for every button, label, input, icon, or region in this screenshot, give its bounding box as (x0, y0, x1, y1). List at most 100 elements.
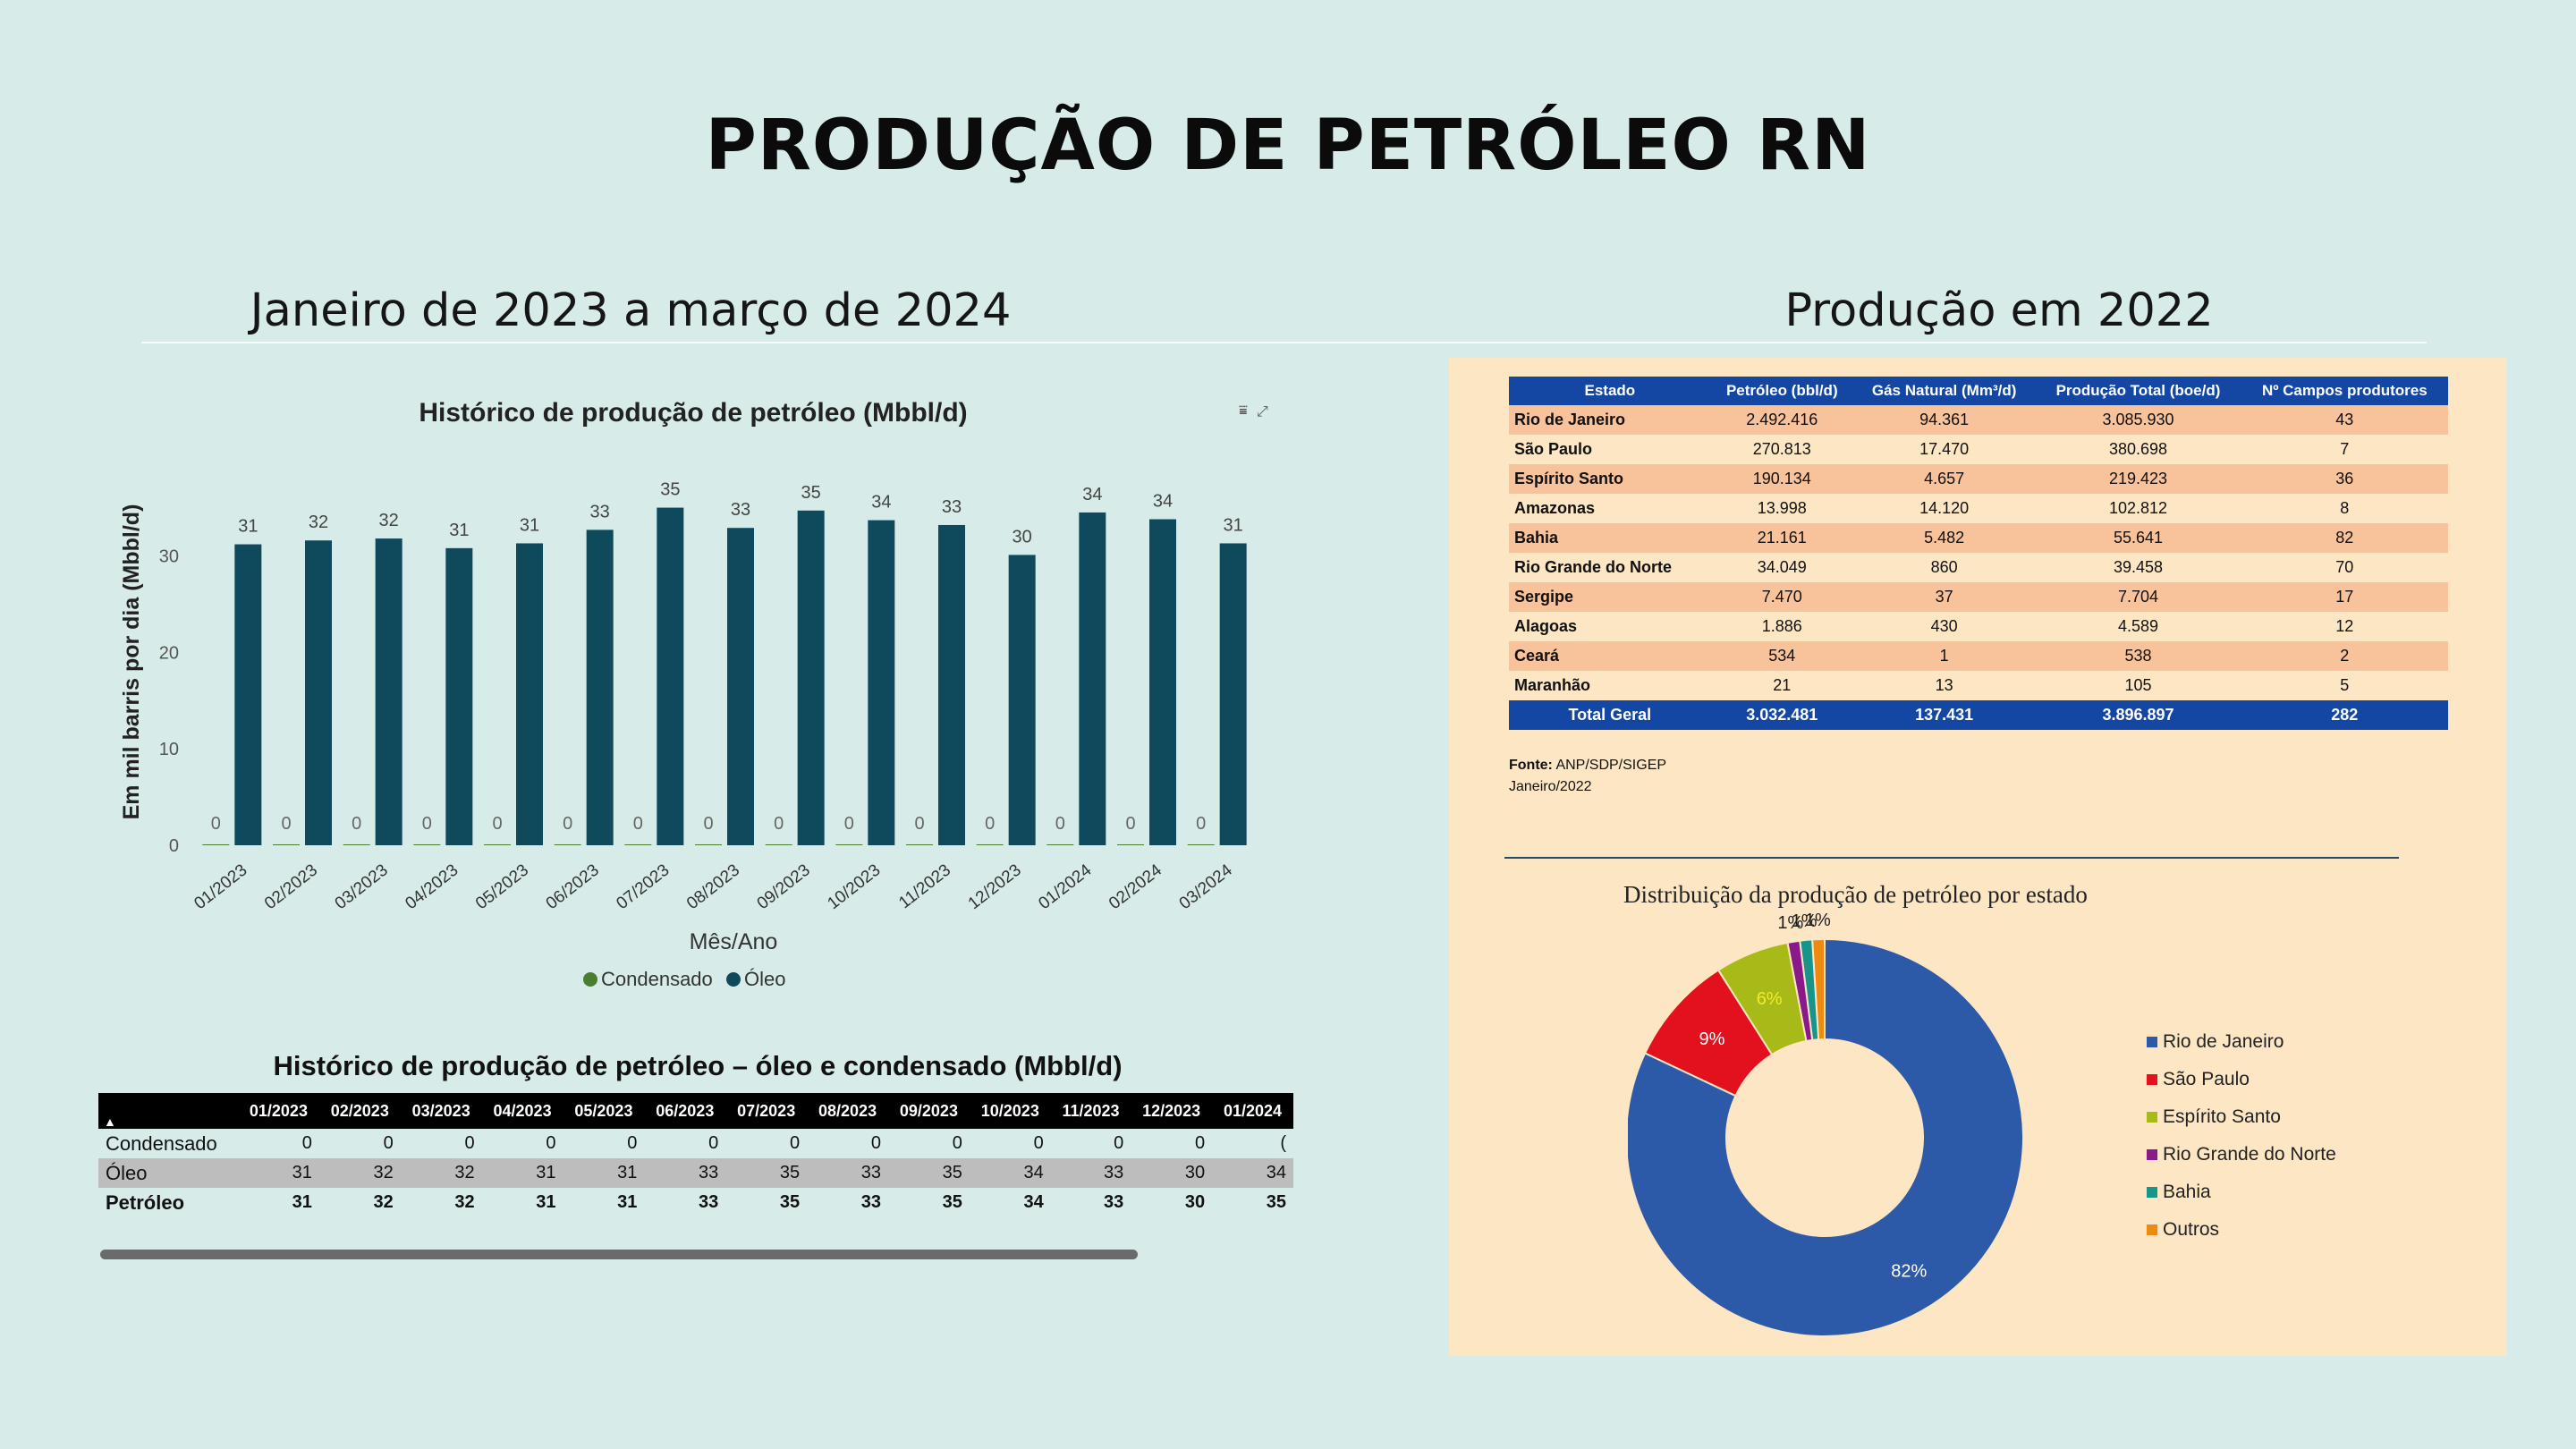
table-cell: 3.085.930 (2035, 405, 2241, 435)
table-cell: 0 (1033, 1133, 1044, 1153)
divider-line (141, 342, 2427, 343)
bar-condensado (695, 844, 722, 845)
data-label-condensado: 0 (703, 814, 713, 834)
table-cell: 17.470 (1852, 435, 2036, 464)
table-cell: 35 (779, 1192, 801, 1212)
state-name: Espírito Santo (1509, 464, 1711, 494)
data-label-oleo: 31 (1224, 515, 1243, 535)
column-header[interactable]: 02/2023 (318, 1093, 401, 1129)
table-row: Espírito Santo 190.134 4.657 219.423 36 (1509, 464, 2448, 494)
column-header[interactable]: 08/2023 (807, 1093, 888, 1129)
table-row: Petróleo 31 32 32 31 31 33 35 33 35 34 33 30 35 (98, 1188, 1293, 1217)
table-cell: 35 (942, 1192, 962, 1212)
data-label-condensado: 0 (352, 814, 361, 834)
data-label-condensado: 0 (1196, 814, 1206, 834)
bar-condensado (484, 844, 511, 845)
table-cell: 4.589 (2035, 612, 2241, 641)
bar-oleo (234, 544, 262, 845)
source-text: ANP/SDP/SIGEP (1555, 758, 1667, 773)
legend-item: Rio de Janeiro (2147, 1023, 2336, 1061)
table-cell: 32 (373, 1192, 394, 1212)
data-label-oleo: 31 (449, 521, 469, 540)
data-label-oleo: 33 (942, 497, 962, 517)
column-header[interactable]: 09/2023 (888, 1093, 970, 1129)
table-cell: 12 (2241, 612, 2448, 641)
table-cell: 33 (1103, 1192, 1124, 1212)
column-header[interactable]: 11/2023 (1050, 1093, 1131, 1129)
table-cell: 7.470 (1710, 582, 1853, 612)
legend-item: Espírito Santo (2147, 1098, 2336, 1136)
column-header[interactable]: 05/2023 (563, 1093, 645, 1129)
data-label-oleo: 30 (1013, 527, 1032, 547)
x-tick-label: 07/2023 (613, 860, 673, 913)
table-cell: 14.120 (1852, 494, 2036, 523)
table-cell: 137.431 (1852, 700, 2036, 730)
state-name: Rio Grande do Norte (1509, 553, 1711, 582)
table-cell: 33 (644, 1158, 726, 1188)
table-cell: 33 (807, 1158, 888, 1188)
column-header[interactable]: 03/2023 (400, 1093, 482, 1129)
table-cell: 13.998 (1710, 494, 1853, 523)
table-row: Sergipe 7.470 37 7.704 17 (1509, 582, 2448, 612)
table-cell: 2 (2241, 641, 2448, 671)
bar-oleo (1079, 512, 1106, 845)
x-tick-label: 01/2023 (191, 860, 250, 913)
table-cell: 39.458 (2035, 553, 2241, 582)
table-cell: 21.161 (1710, 523, 1853, 553)
table-cell: 31 (481, 1158, 564, 1188)
state-name: Ceará (1509, 641, 1711, 671)
pie-title: Distribuição da produção de petróleo por… (1623, 881, 2088, 908)
bar-condensado (273, 844, 300, 845)
legend-label: Condensado (601, 968, 713, 990)
bar-oleo (516, 543, 543, 845)
column-header[interactable]: 10/2023 (969, 1093, 1051, 1129)
bar-oleo (657, 507, 684, 845)
data-label-condensado: 0 (914, 814, 924, 834)
table-cell: 4.657 (1852, 464, 2036, 494)
legend-swatch (2147, 1224, 2157, 1235)
data-label-oleo: 35 (660, 480, 680, 500)
table-cell: 30 (1131, 1158, 1213, 1188)
x-tick-label: 11/2023 (895, 860, 954, 912)
column-header[interactable]: 01/2024 (1212, 1093, 1293, 1129)
table-cell: 8 (2241, 494, 2448, 523)
pie-divider (1504, 857, 2399, 859)
table-cell: 35 (888, 1158, 970, 1188)
data-label-condensado: 0 (844, 814, 854, 834)
column-header[interactable]: 06/2023 (644, 1093, 726, 1129)
sort-icon[interactable]: ▲ (98, 1093, 238, 1129)
table-cell: Total Geral (1509, 700, 1711, 730)
legend-swatch (2147, 1074, 2157, 1085)
x-tick-label: 10/2023 (824, 860, 884, 913)
bar-oleo (445, 547, 473, 845)
bar-oleo (586, 530, 614, 845)
table-row: Rio de Janeiro 2.492.416 94.361 3.085.930 43 (1509, 405, 2448, 435)
bar-condensado (906, 844, 933, 845)
table-row: Bahia 21.161 5.482 55.641 82 (1509, 523, 2448, 553)
column-header[interactable]: 12/2023 (1131, 1093, 1213, 1129)
table-cell: 31 (563, 1158, 645, 1188)
x-tick-label: 08/2023 (683, 860, 743, 913)
bar-condensado (413, 844, 441, 845)
column-header: Estado (1509, 377, 1711, 405)
pie-value-label: 6% (1757, 989, 1783, 1009)
bar-condensado (202, 844, 230, 845)
x-tick-label: 01/2024 (1035, 860, 1095, 913)
column-header[interactable]: 01/2023 (238, 1093, 319, 1129)
x-tick-label: 06/2023 (543, 860, 603, 913)
table-cell: 0 (790, 1133, 801, 1153)
horizontal-scrollbar[interactable] (100, 1250, 1138, 1259)
table-cell: 7 (2241, 435, 2448, 464)
table-cell: 17 (2241, 582, 2448, 612)
state-name: Rio de Janeiro (1509, 405, 1711, 435)
data-label-oleo: 35 (801, 483, 821, 503)
table-row: Maranhão 21 13 105 5 (1509, 671, 2448, 700)
column-header[interactable]: 07/2023 (725, 1093, 808, 1129)
table-cell: 7.704 (2035, 582, 2241, 612)
pie-value-label: 9% (1699, 1030, 1725, 1049)
total-row: Total Geral 3.032.481 137.431 3.896.897 282 (1509, 700, 2448, 730)
row-label: Condensado (106, 1131, 217, 1155)
x-tick-label: 05/2023 (472, 860, 532, 913)
column-header[interactable]: 04/2023 (481, 1093, 564, 1129)
table-cell: 34.049 (1710, 553, 1853, 582)
